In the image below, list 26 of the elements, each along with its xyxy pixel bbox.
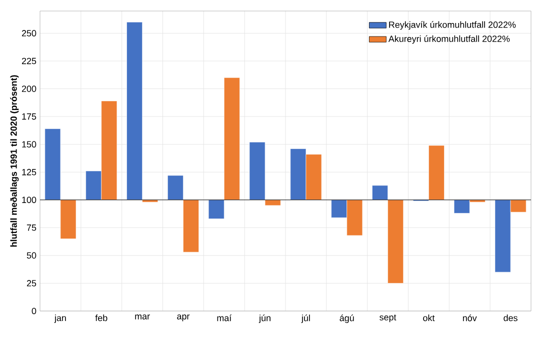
y-tick-label: 0 — [32, 308, 36, 314]
y-tick-label: 175 — [22, 113, 36, 120]
y-tick-label: 75 — [26, 224, 36, 231]
y-tick-label: 25 — [26, 280, 36, 286]
legend-label: Akureyri úrkomuhlutfall 2022% — [388, 35, 510, 44]
y-tick-label: 200 — [22, 86, 36, 92]
x-tick-label: nóv — [463, 314, 477, 322]
y-tick-label: 125 — [22, 168, 36, 176]
x-tick-label: mar — [135, 314, 150, 320]
y-tick-label: 50 — [26, 252, 36, 259]
y-tick-label: 225 — [22, 58, 36, 64]
y-tick-label: 250 — [22, 30, 36, 36]
x-tick-label: júl — [301, 314, 310, 323]
y-tick-label: 100 — [22, 196, 36, 204]
x-tick-label: ágú — [340, 314, 354, 323]
y-tick-label: 150 — [22, 141, 36, 148]
legend-label: Reykjavík úrkomuhlutfall 2022% — [389, 21, 516, 30]
x-tick-label: apr — [177, 314, 190, 322]
x-tick-label: des — [504, 314, 518, 322]
x-tick-label: okt — [423, 314, 435, 322]
y-axis-title: hlutfall meðallags 1991 til 2020 (prósent) — [10, 75, 19, 247]
x-tick-label: feb — [95, 314, 108, 322]
x-tick-label: jún — [258, 314, 270, 323]
x-tick-label: jan — [54, 314, 66, 323]
x-tick-label: sept — [380, 314, 396, 322]
x-tick-label: maí — [217, 314, 232, 322]
